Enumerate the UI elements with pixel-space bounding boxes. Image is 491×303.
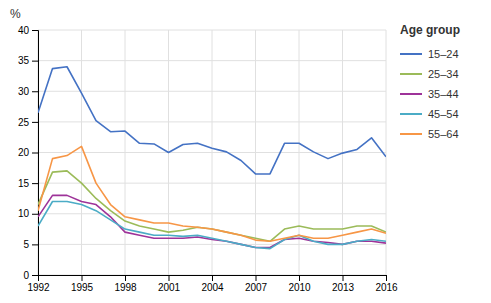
grid-line [81, 30, 82, 275]
y-tick-label: 10 [18, 208, 30, 219]
plot-area: 1992 1995 1998 2001 2004 2007 2010 2013 2016 0 5 10… [18, 25, 398, 293]
grid-line [386, 30, 387, 275]
x-tick-label: 1998 [114, 282, 137, 293]
y-tick-label: 20 [18, 147, 30, 158]
x-tick-label: 2010 [288, 282, 311, 293]
y-tick: 30 [18, 86, 38, 97]
y-tick: 20 [18, 147, 38, 158]
x-tick-label: 2001 [158, 282, 181, 293]
y-tick: 0 [23, 270, 38, 281]
legend-label: 45–54 [428, 108, 459, 120]
y-tick-mark [32, 214, 38, 215]
y-tick: 5 [23, 239, 38, 250]
x-tick-label: 2013 [332, 282, 355, 293]
legend-title: Age group [400, 23, 460, 37]
x-tick-mark [256, 275, 257, 281]
legend-item: 45–54 [400, 108, 459, 120]
x-tick-mark [343, 275, 344, 281]
y-tick-mark [32, 91, 38, 92]
x-tick: 1995 [71, 275, 94, 293]
x-tick: 2001 [158, 275, 181, 293]
lines [38, 67, 386, 249]
x-tick: 1998 [114, 275, 137, 293]
x-tick-mark [82, 275, 83, 281]
x-tick: 1992 [27, 275, 50, 293]
legend-item: 25–34 [400, 68, 459, 80]
y-tick: 15 [18, 178, 38, 189]
y-tick: 25 [18, 117, 38, 128]
y-axis-label: % [10, 7, 21, 21]
y-tick-mark [32, 183, 38, 184]
y-tick-label: 40 [18, 25, 30, 36]
y-tick-label: 25 [18, 117, 30, 128]
y-tick-mark [32, 122, 38, 123]
x-tick-mark [386, 275, 387, 281]
y-axis: 0 5 10 15 20 25 30 35 40 [18, 25, 39, 281]
x-tick: 2004 [201, 275, 224, 293]
axis-line [32, 31, 39, 276]
legend-item: 35–44 [400, 88, 459, 100]
legend-label: 15–24 [428, 48, 459, 60]
x-tick-mark [299, 275, 300, 281]
x-tick-label: 1995 [71, 282, 94, 293]
series-line [38, 195, 386, 247]
y-tick: 10 [18, 208, 38, 219]
x-tick-mark [212, 275, 213, 281]
x-tick: 2016 [375, 275, 398, 293]
legend-label: 35–44 [428, 88, 459, 100]
y-tick-mark [32, 30, 38, 31]
y-tick-label: 35 [18, 55, 30, 66]
x-tick: 2013 [332, 275, 355, 293]
legend-swatch [400, 133, 422, 135]
legend: Age group 15–24 25–34 35–44 45–54 55–64 [400, 23, 460, 140]
y-tick: 40 [18, 25, 38, 36]
series-line [38, 146, 386, 241]
x-tick: 2007 [245, 275, 268, 293]
series-line [38, 202, 386, 249]
y-tick: 35 [18, 55, 38, 66]
x-tick-mark [125, 275, 126, 281]
y-tick-mark [32, 275, 38, 276]
legend-swatch [400, 93, 422, 95]
chart: 1992 1995 1998 2001 2004 2007 2010 2013 2016 0 5 10… [0, 0, 491, 303]
y-tick-label: 30 [18, 86, 30, 97]
axis-line [39, 276, 387, 282]
series-line [38, 67, 386, 174]
series-line [38, 171, 386, 241]
legend-label: 55–64 [428, 128, 459, 140]
legend-item: 55–64 [400, 128, 459, 140]
y-tick-mark [32, 61, 38, 62]
x-axis: 1992 1995 1998 2001 2004 2007 2010 2013 2016 [27, 275, 398, 293]
y-tick-mark [32, 244, 38, 245]
legend-swatch [400, 113, 422, 115]
x-tick-label: 1992 [27, 282, 50, 293]
grid-line [125, 30, 126, 275]
x-tick: 2010 [288, 275, 311, 293]
grid [38, 30, 386, 275]
y-tick-label: 5 [23, 239, 29, 250]
x-tick-mark [169, 275, 170, 281]
y-tick-label: 0 [23, 270, 29, 281]
legend-swatch [400, 73, 422, 75]
legend-label: 25–34 [428, 68, 459, 80]
y-tick-label: 15 [18, 178, 30, 189]
x-tick-label: 2016 [375, 282, 398, 293]
legend-swatch [400, 53, 422, 55]
x-tick-label: 2007 [245, 282, 268, 293]
x-tick-label: 2004 [201, 282, 224, 293]
y-tick-mark [32, 153, 38, 154]
legend-item: 15–24 [400, 48, 459, 60]
